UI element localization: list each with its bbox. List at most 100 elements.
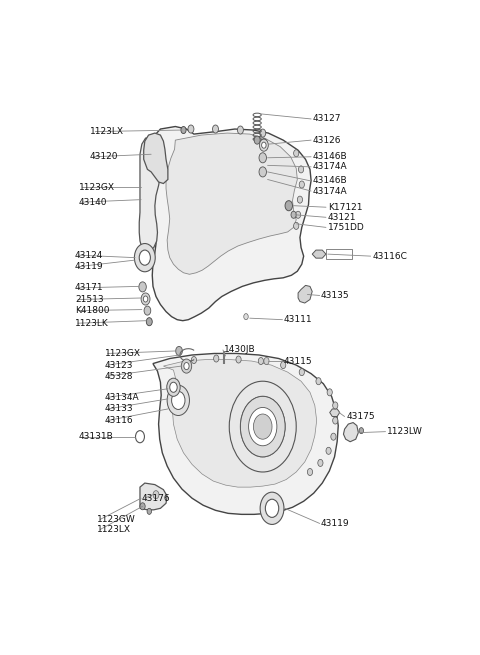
Circle shape <box>262 142 266 148</box>
Text: 43119: 43119 <box>75 262 104 271</box>
Circle shape <box>213 125 218 133</box>
Circle shape <box>291 212 296 218</box>
Circle shape <box>259 153 266 163</box>
Polygon shape <box>151 126 311 321</box>
Circle shape <box>259 139 268 151</box>
Polygon shape <box>163 360 317 487</box>
Text: 45328: 45328 <box>105 371 133 381</box>
Text: 43175: 43175 <box>347 412 375 421</box>
Text: 43146B: 43146B <box>313 152 348 161</box>
Polygon shape <box>153 354 338 514</box>
Text: 43131B: 43131B <box>79 432 113 441</box>
Circle shape <box>333 402 338 409</box>
Circle shape <box>258 358 264 365</box>
Text: 43123: 43123 <box>105 360 133 369</box>
Text: 43124: 43124 <box>75 251 103 259</box>
Circle shape <box>144 296 148 302</box>
Circle shape <box>253 414 272 440</box>
Circle shape <box>264 358 269 365</box>
Circle shape <box>240 396 285 457</box>
Circle shape <box>238 126 243 134</box>
Circle shape <box>307 468 312 476</box>
Circle shape <box>167 385 190 415</box>
Text: 43171: 43171 <box>75 284 104 292</box>
Text: 1751DD: 1751DD <box>328 223 365 232</box>
Circle shape <box>139 282 146 292</box>
Circle shape <box>140 503 145 510</box>
Circle shape <box>316 378 321 384</box>
Circle shape <box>167 378 180 396</box>
Text: 43120: 43120 <box>90 152 118 161</box>
Polygon shape <box>298 286 312 303</box>
Text: 43140: 43140 <box>79 198 107 207</box>
Text: 43134A: 43134A <box>105 393 139 402</box>
Circle shape <box>318 459 323 466</box>
Text: 1123GX: 1123GX <box>79 183 115 191</box>
Circle shape <box>240 396 285 457</box>
Text: 43111: 43111 <box>283 315 312 324</box>
Circle shape <box>176 346 182 356</box>
Circle shape <box>294 222 299 229</box>
Circle shape <box>244 314 248 320</box>
Text: 43127: 43127 <box>313 115 341 123</box>
Text: 43115: 43115 <box>283 356 312 365</box>
Text: 1123LK: 1123LK <box>75 319 108 328</box>
Circle shape <box>260 492 284 525</box>
Circle shape <box>141 293 150 305</box>
Polygon shape <box>166 133 297 274</box>
Circle shape <box>153 491 159 498</box>
Polygon shape <box>344 422 359 441</box>
Circle shape <box>299 369 304 376</box>
Circle shape <box>299 181 304 188</box>
Circle shape <box>326 447 331 455</box>
Circle shape <box>184 363 189 369</box>
Circle shape <box>259 167 266 177</box>
Circle shape <box>299 166 304 173</box>
Text: 43116C: 43116C <box>372 252 408 261</box>
Polygon shape <box>330 409 340 417</box>
Text: 43133: 43133 <box>105 404 133 413</box>
Circle shape <box>192 356 196 364</box>
Circle shape <box>265 499 279 517</box>
Polygon shape <box>144 133 168 183</box>
Text: 1123GW: 1123GW <box>97 515 136 524</box>
Circle shape <box>134 244 155 272</box>
Circle shape <box>254 136 260 144</box>
Circle shape <box>170 383 177 392</box>
Text: 1430JB: 1430JB <box>224 345 255 354</box>
Text: 1123GX: 1123GX <box>105 349 141 358</box>
Circle shape <box>327 389 332 396</box>
Circle shape <box>261 139 267 147</box>
Polygon shape <box>312 250 326 258</box>
Circle shape <box>147 508 152 514</box>
Circle shape <box>260 129 266 137</box>
Circle shape <box>146 318 152 326</box>
Circle shape <box>359 428 363 434</box>
Text: 43126: 43126 <box>313 136 341 145</box>
Circle shape <box>281 362 286 369</box>
Text: 21513: 21513 <box>75 295 104 304</box>
Circle shape <box>181 126 186 134</box>
Text: 1123LX: 1123LX <box>90 127 124 136</box>
Text: 43121: 43121 <box>328 213 356 222</box>
Polygon shape <box>139 138 161 251</box>
Circle shape <box>139 250 150 265</box>
Circle shape <box>294 150 299 157</box>
Circle shape <box>172 391 185 409</box>
Text: 43146B: 43146B <box>313 176 348 185</box>
Text: 43119: 43119 <box>321 519 349 528</box>
Circle shape <box>188 125 194 133</box>
Circle shape <box>181 359 192 373</box>
Polygon shape <box>140 483 167 510</box>
Text: 43174A: 43174A <box>313 187 348 196</box>
Text: 43135: 43135 <box>321 291 349 300</box>
Circle shape <box>333 417 338 424</box>
Circle shape <box>296 212 300 218</box>
Circle shape <box>236 356 241 363</box>
Circle shape <box>249 407 277 446</box>
Circle shape <box>285 200 292 211</box>
Text: 43174A: 43174A <box>313 162 348 172</box>
FancyBboxPatch shape <box>326 248 352 259</box>
Circle shape <box>331 433 336 440</box>
Text: 43176: 43176 <box>142 494 170 503</box>
